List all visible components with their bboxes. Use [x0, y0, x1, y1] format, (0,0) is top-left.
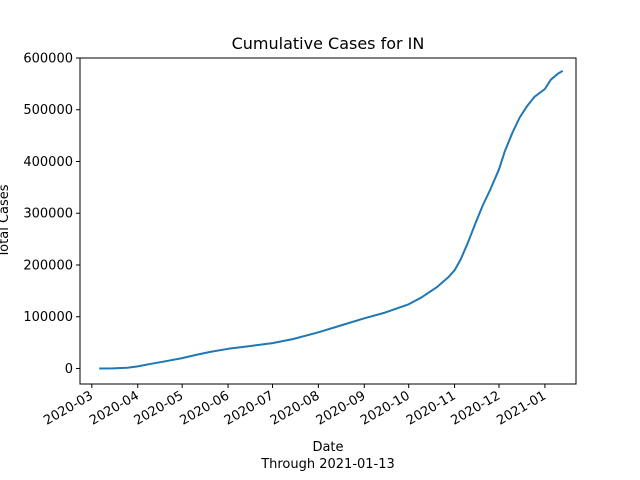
- y-tick-label: 100000: [23, 310, 73, 325]
- x-tick-label: 2020-06: [178, 388, 233, 428]
- y-tick-label: 600000: [23, 52, 73, 67]
- y-axis-label: Total Cases: [0, 184, 12, 258]
- y-tick-label: 300000: [23, 207, 73, 222]
- x-tick-label: 2020-05: [132, 388, 187, 428]
- x-tick-label: 2020-03: [41, 388, 96, 428]
- series-line: [99, 70, 564, 370]
- x-tick-label: 2020-04: [87, 388, 142, 428]
- x-axis-ticks: 2020-032020-042020-052020-062020-072020-…: [41, 384, 549, 429]
- x-axis-label: Date: [312, 440, 343, 455]
- x-tick-label: 2020-08: [268, 388, 323, 428]
- x-axis-sublabel: Through 2021-01-13: [260, 457, 395, 472]
- y-tick-label: 200000: [23, 258, 73, 273]
- y-tick-label: 400000: [23, 155, 73, 170]
- series-group: [99, 70, 564, 370]
- x-tick-label: 2020-11: [404, 388, 459, 428]
- x-tick-label: 2020-09: [314, 388, 369, 428]
- chart-title: Cumulative Cases for IN: [232, 34, 425, 53]
- plot-area: [79, 57, 577, 385]
- y-tick-label: 500000: [23, 103, 73, 118]
- y-tick-label: 0: [65, 362, 73, 377]
- y-axis-ticks: 0 100000 200000 300000 400000 500000 600000: [23, 52, 80, 377]
- x-tick-label: 2020-10: [358, 388, 413, 428]
- x-tick-label: 2021-01: [494, 388, 549, 428]
- x-tick-label: 2020-12: [448, 388, 503, 428]
- x-tick-label: 2020-07: [222, 388, 277, 428]
